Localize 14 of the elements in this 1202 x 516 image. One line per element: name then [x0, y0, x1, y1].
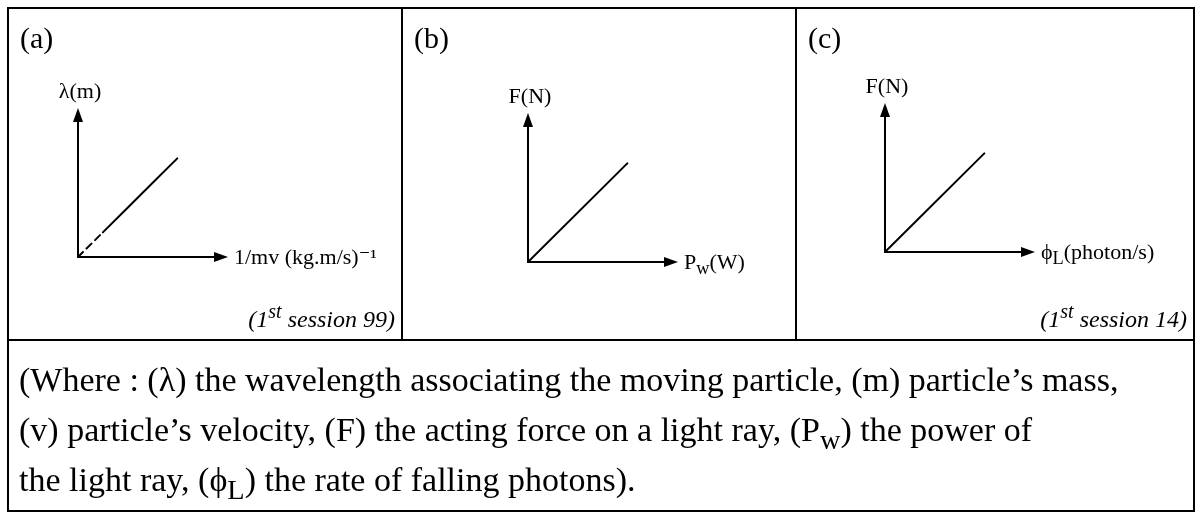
- text: (v) particle’s velocity, (F) the acting force on a light ray, (P$_{w}$) the power of: [19, 410, 1034, 455]
- x-axis-title: 1/mv (kg.m/s)⁻¹: [234, 244, 377, 270]
- y-axis-title: F(N): [508, 83, 552, 109]
- chart-title: (a): [20, 20, 54, 55]
- text: (1$^{st}$ session 99): [248, 300, 395, 333]
- y-axis-title: λ(m): [58, 78, 102, 104]
- text: (1$^{st}$ session 14): [1040, 300, 1187, 333]
- y-axis-title: F(N): [865, 73, 909, 99]
- x-axis-title: ϕ$_{L}$(photon/s): [1041, 239, 1155, 269]
- chart-title: (b): [414, 20, 449, 55]
- text: (Where : (λ) the wavelength associating the moving particle, (m) particle’s mass,: [19, 360, 1120, 400]
- chart-title: (c): [808, 20, 842, 55]
- x-axis-title: P$_{w}$(W): [684, 249, 745, 279]
- text: the light ray, (ϕ$_{L}$) the rate of falling photons).: [19, 460, 637, 505]
